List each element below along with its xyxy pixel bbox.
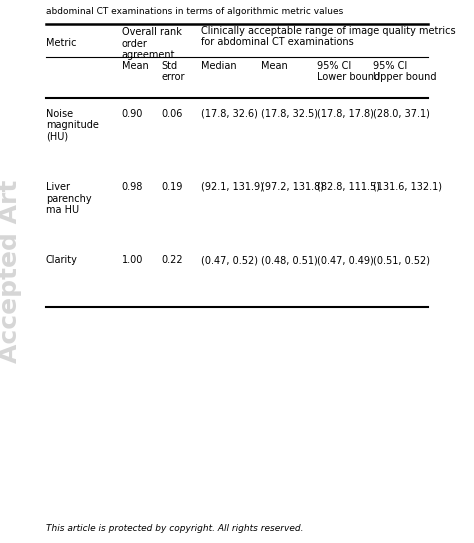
Text: (0.47, 0.52): (0.47, 0.52) bbox=[201, 255, 258, 265]
Text: (17.8, 32.5): (17.8, 32.5) bbox=[261, 109, 318, 118]
Text: (82.8, 111.5): (82.8, 111.5) bbox=[317, 182, 380, 192]
Text: Clinically acceptable range of image quality metrics
for abdominal CT examinatio: Clinically acceptable range of image qua… bbox=[201, 26, 456, 47]
Text: (97.2, 131.8): (97.2, 131.8) bbox=[261, 182, 324, 192]
Text: abdominal CT examinations in terms of algorithmic metric values: abdominal CT examinations in terms of al… bbox=[46, 7, 343, 16]
Text: 0.06: 0.06 bbox=[162, 109, 183, 118]
Text: Overall rank
order
agreement: Overall rank order agreement bbox=[122, 27, 182, 60]
Text: Clarity: Clarity bbox=[46, 255, 78, 265]
Text: (28.0, 37.1): (28.0, 37.1) bbox=[373, 109, 429, 118]
Text: This article is protected by copyright. All rights reserved.: This article is protected by copyright. … bbox=[46, 524, 303, 533]
Text: 0.19: 0.19 bbox=[162, 182, 183, 192]
Text: 95% CI
Lower bound: 95% CI Lower bound bbox=[317, 61, 380, 83]
Text: Mean: Mean bbox=[261, 61, 288, 71]
Text: 95% CI
Upper bound: 95% CI Upper bound bbox=[373, 61, 436, 83]
Text: Median: Median bbox=[201, 61, 237, 71]
Text: (92.1, 131.9): (92.1, 131.9) bbox=[201, 182, 264, 192]
Text: Liver
parenchy
ma HU: Liver parenchy ma HU bbox=[46, 182, 91, 215]
Text: 1.00: 1.00 bbox=[122, 255, 143, 265]
Text: Mean: Mean bbox=[122, 61, 148, 71]
Text: (0.51, 0.52): (0.51, 0.52) bbox=[373, 255, 429, 265]
Text: Std
error: Std error bbox=[162, 61, 185, 83]
Text: 0.22: 0.22 bbox=[162, 255, 183, 265]
Text: (17.8, 17.8): (17.8, 17.8) bbox=[317, 109, 374, 118]
Text: 0.90: 0.90 bbox=[122, 109, 143, 118]
Text: (0.47, 0.49): (0.47, 0.49) bbox=[317, 255, 374, 265]
Text: 0.98: 0.98 bbox=[122, 182, 143, 192]
Text: Accepted Art: Accepted Art bbox=[0, 180, 22, 363]
Text: Noise
magnitude
(HU): Noise magnitude (HU) bbox=[46, 109, 99, 142]
Text: (0.48, 0.51): (0.48, 0.51) bbox=[261, 255, 318, 265]
Text: (131.6, 132.1): (131.6, 132.1) bbox=[373, 182, 442, 192]
Text: Metric: Metric bbox=[46, 38, 76, 48]
Text: (17.8, 32.6): (17.8, 32.6) bbox=[201, 109, 258, 118]
